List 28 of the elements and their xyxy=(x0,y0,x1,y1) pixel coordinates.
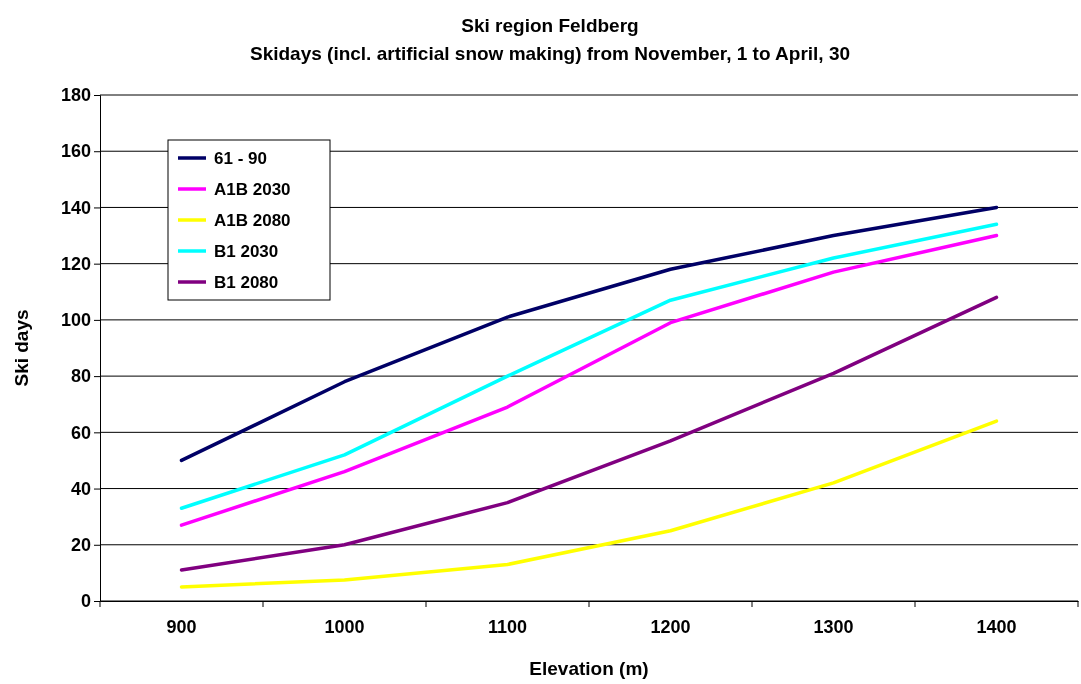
legend-label: B1 2030 xyxy=(214,242,279,261)
x-tick-label: 1300 xyxy=(813,616,854,637)
y-tick-label: 40 xyxy=(70,478,91,499)
y-tick-label: 20 xyxy=(70,535,91,556)
line-series xyxy=(179,419,999,589)
legend-label: A1B 2080 xyxy=(214,211,291,230)
x-tick-label: 1000 xyxy=(324,616,365,637)
x-axis-title: Elevation (m) xyxy=(529,658,649,679)
legend-label: A1B 2030 xyxy=(214,180,291,199)
y-tick-label: 100 xyxy=(60,310,91,331)
x-tick-label: 1100 xyxy=(487,616,528,637)
legend-label: B1 2080 xyxy=(214,273,279,292)
y-tick-label: 0 xyxy=(80,591,91,612)
x-tick-label: 900 xyxy=(166,616,197,637)
y-axis-title: Ski days xyxy=(11,309,32,387)
line-series xyxy=(179,205,999,463)
y-tick-label: 160 xyxy=(60,141,91,162)
y-tick-label: 180 xyxy=(60,85,91,106)
y-tick-label: 140 xyxy=(60,197,91,218)
legend-label: 61 - 90 xyxy=(214,149,267,168)
chart-subtitle: Skidays (incl. artificial snow making) from November, 1 to April, 30 xyxy=(249,43,851,64)
x-tick-label: 1400 xyxy=(976,616,1017,637)
chart-title: Ski region Feldberg xyxy=(461,15,639,36)
x-tick-label: 1200 xyxy=(650,616,691,637)
y-tick-label: 120 xyxy=(60,253,91,274)
y-tick-label: 80 xyxy=(70,366,91,387)
line-series xyxy=(179,295,999,572)
y-tick-label: 60 xyxy=(70,422,91,443)
